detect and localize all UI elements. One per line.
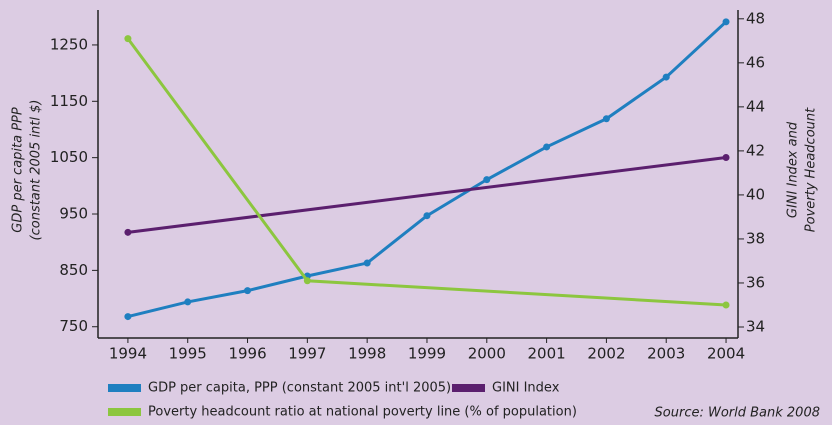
series-line: [127, 156, 727, 234]
x-tick-label: 2004: [707, 345, 745, 363]
legend-label: Poverty headcount ratio at national pove…: [148, 405, 577, 420]
y2-tick-label: 40: [746, 185, 765, 203]
y2-tick-label: 44: [746, 97, 765, 115]
x-tick-label: 1995: [169, 345, 207, 363]
x-tick-label: 2001: [528, 345, 566, 363]
y-tick-label: 1250: [50, 35, 88, 53]
x-tick-label: 1994: [109, 345, 147, 363]
point: [602, 115, 610, 123]
y2-tick-label: 36: [746, 273, 765, 291]
x-tick-label: 2002: [587, 345, 625, 363]
x-tick-label: 2000: [468, 345, 506, 363]
y2-tick-label: 34: [746, 317, 765, 335]
point: [184, 298, 192, 306]
point: [124, 35, 132, 43]
x-tick-label: 2003: [647, 345, 685, 363]
legend-swatch: [108, 408, 141, 416]
point: [483, 176, 491, 184]
y-tick-label: 750: [59, 317, 88, 335]
y2-tick-label: 46: [746, 53, 765, 71]
point: [244, 287, 252, 295]
x-tick-label: 1998: [348, 345, 386, 363]
y2-tick-label: 38: [746, 229, 765, 247]
legend-label: GDP per capita, PPP (constant 2005 int'l…: [148, 381, 451, 396]
legend-swatch: [108, 384, 141, 392]
y-axis-title: GDP per capita PPP (constant 2005 intl $…: [11, 100, 44, 241]
point: [543, 143, 551, 151]
point: [124, 228, 132, 236]
y-tick-label: 1150: [50, 92, 88, 110]
y-tick-label: 950: [59, 205, 88, 223]
y2-tick-label: 42: [746, 141, 765, 159]
y2-label-line: Poverty Headcount: [804, 107, 819, 232]
series-line: [126, 37, 727, 307]
y-tick-label: 850: [59, 261, 88, 279]
source: Source: World Bank 2008: [655, 406, 820, 421]
y-label-line: GDP per capita PPP: [11, 107, 26, 233]
legend-swatch: [452, 384, 485, 392]
y2-axis-title: GINI Index and Poverty Headcount: [786, 107, 819, 232]
legend-label: GINI Index: [492, 381, 560, 396]
x-tick-label: 1997: [288, 345, 326, 363]
x-tick-label: 1996: [228, 345, 266, 363]
point: [662, 73, 670, 81]
point: [722, 301, 730, 309]
y-tick-label: 1050: [50, 148, 88, 166]
point: [124, 313, 132, 321]
point: [303, 277, 311, 285]
point: [722, 18, 730, 26]
x-tick-label: 1999: [408, 345, 446, 363]
y2-tick-label: 48: [746, 9, 765, 27]
point: [722, 153, 730, 161]
point: [363, 259, 371, 267]
y-label-line: (constant 2005 intl $): [29, 100, 44, 241]
y2-label-line: GINI Index and: [786, 121, 801, 218]
point: [423, 212, 431, 220]
